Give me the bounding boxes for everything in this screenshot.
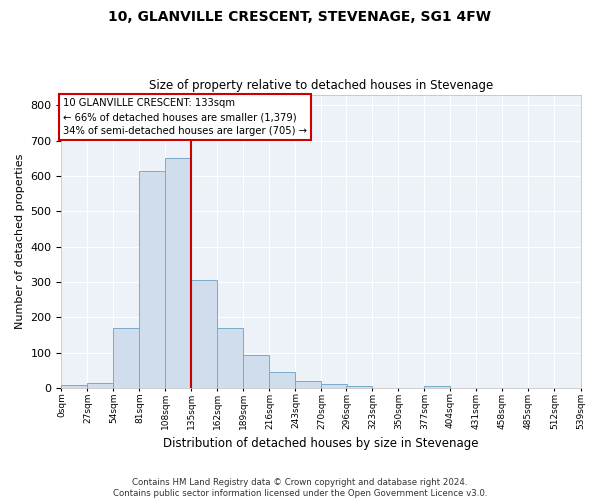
Bar: [244, 354, 269, 388]
Bar: [269, 372, 295, 388]
Bar: [295, 381, 322, 388]
Bar: [139, 170, 166, 388]
Text: 10 GLANVILLE CRESCENT: 133sqm
← 66% of detached houses are smaller (1,379)
34% o: 10 GLANVILLE CRESCENT: 133sqm ← 66% of d…: [64, 98, 307, 136]
Bar: [346, 386, 373, 388]
Text: 10, GLANVILLE CRESCENT, STEVENAGE, SG1 4FW: 10, GLANVILLE CRESCENT, STEVENAGE, SG1 4…: [109, 10, 491, 24]
Bar: [113, 328, 139, 388]
Bar: [191, 280, 217, 388]
Bar: [217, 328, 244, 388]
Title: Size of property relative to detached houses in Stevenage: Size of property relative to detached ho…: [149, 79, 493, 92]
Bar: [424, 386, 451, 388]
Bar: [166, 158, 191, 388]
X-axis label: Distribution of detached houses by size in Stevenage: Distribution of detached houses by size …: [163, 437, 479, 450]
Bar: [322, 384, 347, 388]
Text: Contains HM Land Registry data © Crown copyright and database right 2024.
Contai: Contains HM Land Registry data © Crown c…: [113, 478, 487, 498]
Bar: [61, 386, 88, 388]
Bar: [88, 383, 113, 388]
Y-axis label: Number of detached properties: Number of detached properties: [15, 154, 25, 329]
